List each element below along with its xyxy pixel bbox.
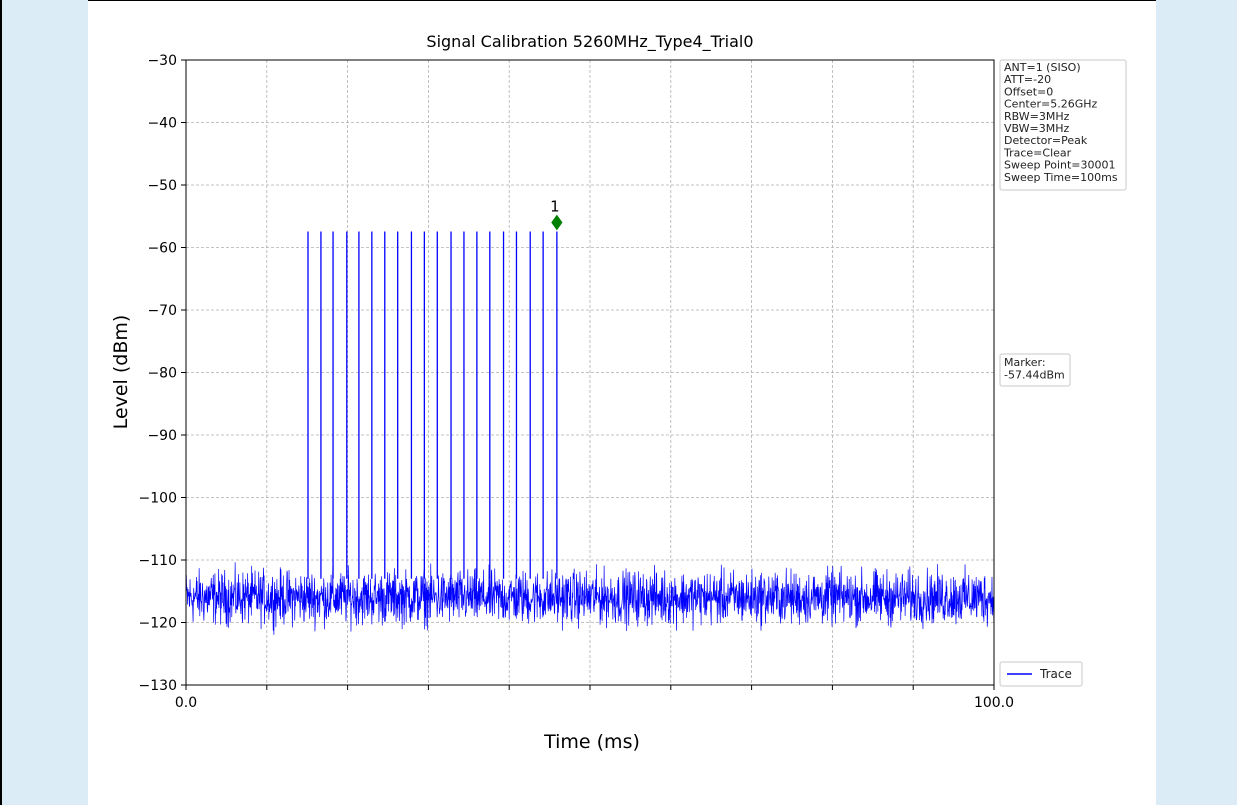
info-box-line: ATT=-20 (1004, 73, 1051, 86)
info-box-line: ANT=1 (SISO) (1004, 61, 1081, 74)
y-tick-label: −90 (147, 428, 177, 444)
info-box-line: RBW=3MHz (1004, 110, 1070, 123)
info-box-line: Sweep Point=30001 (1004, 159, 1116, 172)
legend-frame (999, 661, 1083, 687)
trace-pulses (307, 231, 558, 579)
x-tick-label: 100.0 (974, 695, 1014, 711)
info-box-line: Center=5.26GHz (1004, 98, 1098, 111)
info-box-frame (999, 59, 1127, 191)
marker-readout-box: Marker:-57.44dBm (999, 353, 1071, 387)
y-tick-label: −100 (139, 491, 177, 507)
y-axis-label: Level (dBm) (110, 315, 132, 430)
marker-diamond (551, 214, 563, 231)
marker-box-line: Marker: (1004, 356, 1046, 369)
chart-title: Signal Calibration 5260MHz_Type4_Trial0 (426, 32, 753, 52)
info-box-line: Sweep Time=100ms (1004, 171, 1118, 184)
y-tick-label: −40 (147, 116, 177, 132)
y-tick-label: −50 (147, 178, 177, 194)
side-band-right (1156, 0, 1237, 805)
frame-left (0, 0, 2, 805)
marker: 1 (550, 198, 563, 231)
info-box-line: Trace=Clear (1003, 146, 1072, 159)
legend: Trace (999, 661, 1083, 687)
y-tick-label: −120 (139, 616, 177, 632)
y-tick-label: −60 (147, 241, 177, 257)
y-tick-label: −30 (147, 53, 177, 69)
info-box-line: Detector=Peak (1004, 134, 1088, 147)
legend-entry: Trace (1039, 667, 1072, 681)
frame-top (0, 0, 1237, 1)
y-tick-label: −130 (139, 678, 177, 694)
trace-noise-path (185, 562, 995, 635)
info-box-line: Offset=0 (1004, 85, 1053, 98)
marker-box-line: -57.44dBm (1004, 369, 1065, 382)
info-box-line: VBW=3MHz (1004, 122, 1070, 135)
y-tick-label: −70 (147, 303, 177, 319)
x-tick-label: 0.0 (175, 695, 197, 711)
axis-ticks: 0.0 100.0 −30 −40 −50 −60 −70 −80 −90 −100 −110 −12… (139, 53, 1015, 711)
marker-label: 1 (550, 198, 560, 216)
x-axis-label: Time (ms) (543, 731, 640, 753)
y-tick-label: −110 (139, 553, 177, 569)
trace-noise-floor (185, 562, 995, 635)
info-box: ANT=1 (SISO)ATT=-20Offset=0Center=5.26GH… (999, 59, 1127, 191)
side-band-left (2, 0, 88, 805)
marker-box-frame (999, 353, 1071, 387)
y-tick-label: −80 (147, 366, 177, 382)
